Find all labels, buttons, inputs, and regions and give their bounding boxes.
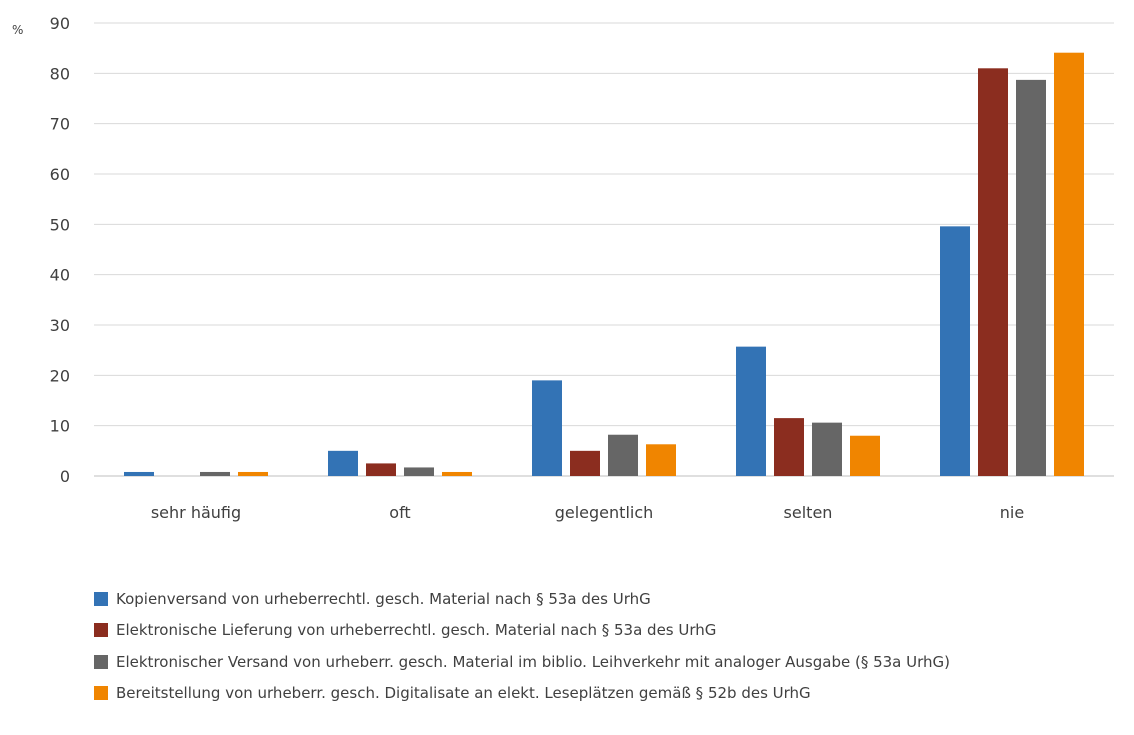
bar [774,418,804,476]
y-tick-label: 80 [50,64,70,83]
bar [1054,52,1084,477]
y-tick-label: 30 [50,316,70,335]
bar [812,422,842,476]
legend-swatch [94,623,108,637]
bar [570,450,600,476]
chart-canvas: 0 10 20 30 40 50 60 70 80 90% sehr häufig oft gelege… [12,14,1114,522]
legend-label: Elektronische Lieferung von urheberrecht… [116,621,717,639]
bar [978,68,1008,477]
bar [404,467,434,476]
x-tick-label: sehr häufig [151,503,241,522]
legend-item: Bereitstellung von urheberr. gesch. Digi… [94,684,950,703]
bar [1016,79,1046,477]
legend-label: Kopienversand von urheberrechtl. gesch. … [116,589,651,608]
bar [736,346,766,476]
axes: 0 10 20 30 40 50 60 70 80 90% sehr häufig oft gelege… [12,14,1024,522]
bar [200,471,230,476]
legend-item: Elektronischer Versand von urheberr. ges… [94,652,950,671]
bars [124,52,1084,477]
bar [850,435,880,476]
legend-item: Kopienversand von urheberrechtl. gesch. … [94,589,950,608]
bar [442,471,472,476]
x-tick-label: nie [1000,503,1024,522]
y-tick-label: 20 [50,366,70,385]
bar [532,380,562,476]
y-tick-label: 10 [50,417,70,436]
legend-item: Elektronische Lieferung von urheberrecht… [94,621,950,640]
bar [366,463,396,476]
y-tick-label: 90 [50,14,70,33]
x-tick-label: oft [389,503,410,522]
gridlines [94,22,1114,477]
bar [608,434,638,476]
legend-label: Elektronischer Versand von urheberr. ges… [116,652,951,671]
y-tick-label: 60 [50,165,70,184]
bar [328,450,358,476]
legend-label: Bereitstellung von urheberr. gesch. Digi… [116,684,811,702]
x-tick-label: selten [784,503,833,522]
y-tick-label: 0 [60,467,70,486]
y-tick-label: 70 [50,115,70,134]
legend-swatch [94,654,108,669]
y-tick-label: 40 [50,266,70,285]
legend: Kopienversand von urheberrechtl. gesch. … [94,589,950,715]
legend-swatch [94,686,108,700]
bar [124,471,154,476]
bar [646,444,676,476]
x-tick-label: gelegentlich [555,503,654,522]
legend-swatch [94,591,108,606]
y-unit-label: % [12,23,23,37]
bar [940,226,970,476]
bar [238,471,268,476]
y-tick-label: 50 [50,215,70,234]
